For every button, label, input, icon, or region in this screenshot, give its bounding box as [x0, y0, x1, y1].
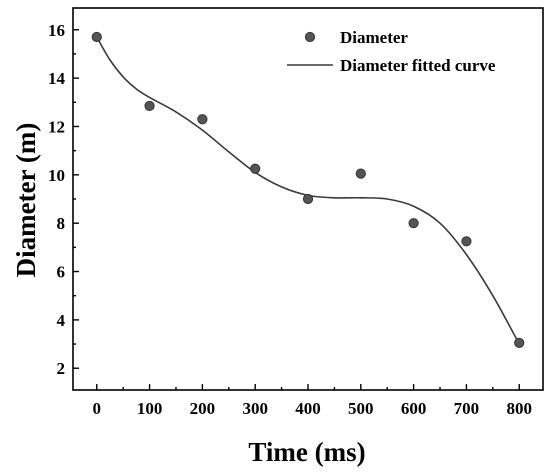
x-axis-ticks: 0 100 200 300 400 500 600 700 800	[93, 384, 532, 418]
data-point	[461, 236, 472, 247]
data-point	[514, 337, 525, 348]
data-point	[302, 193, 314, 205]
y-axis-title: Diameter (m)	[11, 123, 41, 278]
x-tick-label: 300	[242, 399, 268, 418]
legend: Diameter Diameter fitted curve	[287, 28, 496, 75]
data-points-layer	[91, 31, 525, 348]
legend-label-diameter: Diameter	[340, 28, 408, 47]
x-tick-label: 800	[506, 399, 532, 418]
y-tick-label: 8	[57, 214, 66, 233]
x-axis-title: Time (ms)	[248, 437, 365, 467]
data-point	[144, 100, 155, 112]
y-tick-label: 10	[48, 166, 65, 185]
legend-marker-diameter	[304, 31, 316, 43]
data-point	[408, 218, 419, 229]
fitted-curve-layer	[96, 36, 520, 345]
x-tick-label: 200	[190, 399, 216, 418]
fitted-curve-line	[96, 36, 520, 345]
y-tick-label: 2	[57, 359, 66, 378]
x-tick-label: 500	[348, 399, 374, 418]
data-point	[91, 31, 102, 43]
y-tick-label: 12	[48, 117, 65, 136]
data-point	[250, 163, 261, 174]
x-tick-label: 600	[401, 399, 427, 418]
x-tick-label: 700	[454, 399, 480, 418]
y-axis-ticks: 2 4 6 8 10 12 14 16	[48, 21, 79, 378]
x-tick-label: 100	[137, 399, 163, 418]
y-tick-label: 14	[48, 69, 66, 88]
data-point	[355, 168, 366, 179]
y-tick-label: 6	[57, 263, 66, 282]
legend-label-fitted-curve: Diameter fitted curve	[340, 56, 496, 75]
y-tick-label: 4	[57, 311, 66, 330]
x-tick-label: 0	[93, 399, 102, 418]
data-point	[197, 114, 208, 125]
x-tick-label: 400	[295, 399, 321, 418]
y-tick-label: 16	[48, 21, 65, 40]
